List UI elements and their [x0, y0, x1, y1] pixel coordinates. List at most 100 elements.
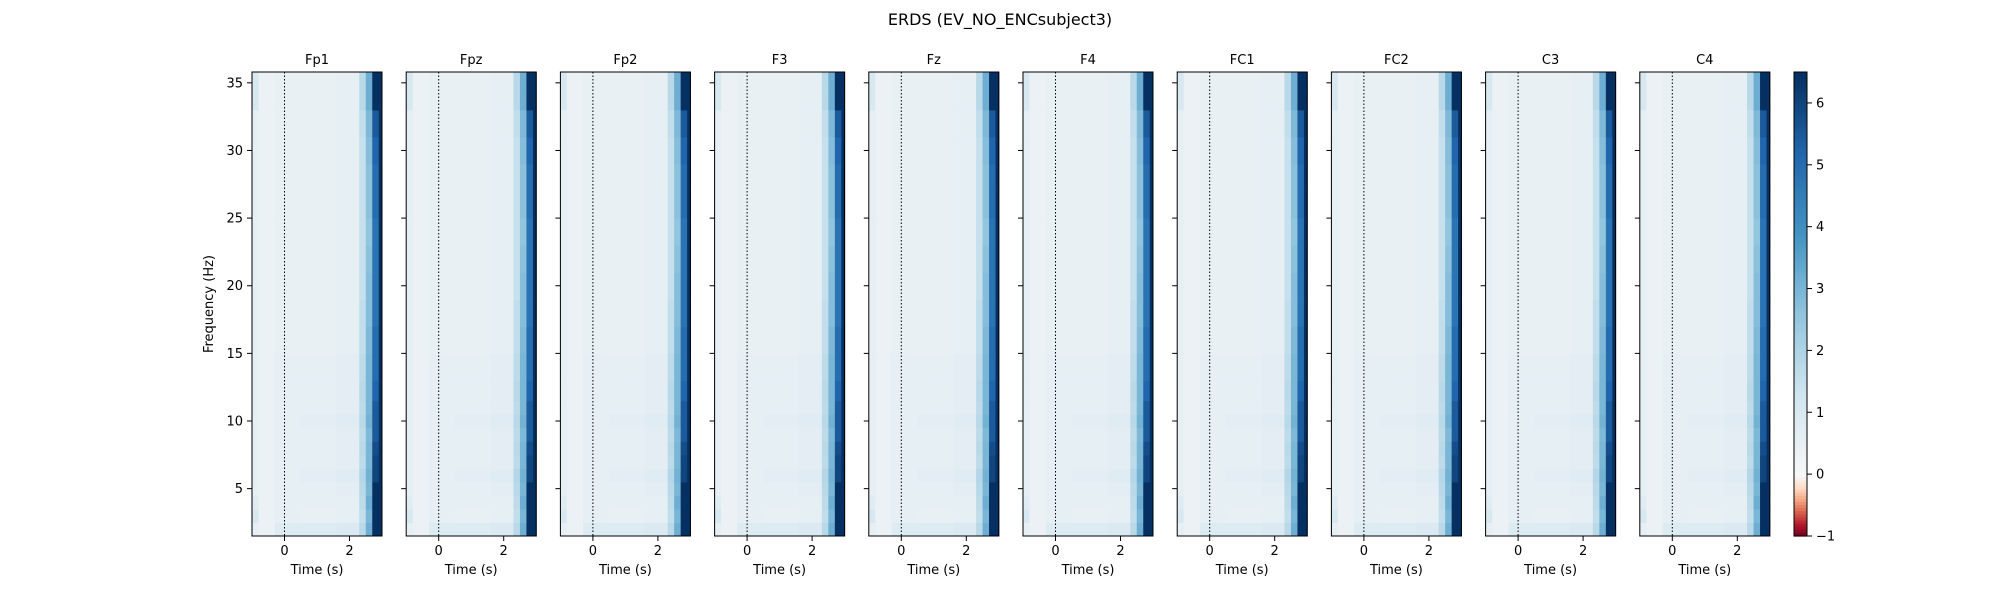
heatmap-cell	[566, 441, 584, 456]
heatmap-cell	[1639, 89, 1647, 111]
heatmap-cell	[1458, 468, 1462, 483]
heatmap-cell	[1646, 380, 1664, 402]
heatmap-cell	[995, 299, 1000, 327]
heatmap-cell	[300, 299, 337, 327]
heatmap-cell	[821, 136, 829, 165]
colorbar-segment	[1794, 164, 1807, 169]
heatmap-cell	[1029, 468, 1047, 483]
heatmap-cell	[532, 163, 537, 192]
heatmap-cell	[1646, 427, 1664, 442]
heatmap-cell	[490, 163, 514, 192]
heatmap-cell	[454, 427, 492, 442]
heatmap-cell	[737, 218, 764, 246]
heatmap-cell	[1107, 427, 1131, 442]
heatmap-cell	[1023, 299, 1030, 327]
colorbar-segment	[1794, 430, 1807, 435]
heatmap-cell	[1534, 414, 1571, 429]
heatmap-cell	[1592, 481, 1600, 496]
heatmap-cell	[372, 495, 380, 510]
heatmap-cell	[1380, 481, 1417, 496]
heatmap-cell	[841, 272, 846, 300]
heatmap-cell	[1570, 191, 1594, 219]
heatmap-cell	[875, 163, 893, 192]
heatmap-cell	[1290, 414, 1298, 429]
heatmap-cell	[917, 414, 954, 429]
heatmap-cell	[721, 441, 738, 456]
heatmap-cell	[1485, 522, 1493, 537]
heatmap-cell	[1747, 109, 1755, 138]
heatmap-cell	[1766, 454, 1771, 469]
heatmap-cell	[917, 136, 954, 165]
heatmap-cell	[687, 495, 691, 510]
heatmap-cell	[1045, 454, 1073, 469]
heatmap-cell	[1143, 109, 1151, 138]
heatmap-cell	[834, 414, 842, 429]
colorbar-segment	[1794, 102, 1807, 107]
heatmap-cell	[1337, 299, 1355, 327]
heatmap-cell	[953, 326, 977, 354]
heatmap-cell	[274, 245, 302, 273]
heatmap-cell	[799, 163, 823, 192]
heatmap-cell	[1438, 454, 1446, 469]
heatmap-cell	[982, 163, 990, 192]
heatmap-cell	[1130, 353, 1138, 381]
heatmap-cell	[875, 508, 893, 523]
heatmap-cell	[560, 400, 568, 415]
heatmap-cell	[372, 89, 380, 111]
heatmap-cell	[644, 522, 669, 537]
heatmap-cell	[799, 454, 823, 469]
colorbar-segment	[1794, 359, 1807, 364]
colorbar-segment	[1794, 520, 1807, 525]
heatmap-cell	[1605, 414, 1613, 429]
x-tick-label: 0	[280, 544, 288, 559]
colorbar-segment	[1794, 245, 1807, 249]
heatmap-cell	[1639, 441, 1647, 456]
heatmap-cell	[1199, 245, 1227, 273]
heatmap-cell	[1570, 508, 1594, 523]
heatmap-cell	[1492, 109, 1509, 138]
heatmap-cell	[1639, 481, 1647, 496]
heatmap-cell	[1605, 326, 1613, 354]
heatmap-cell	[674, 136, 682, 165]
heatmap-cell	[1485, 191, 1493, 219]
heatmap-cell	[513, 89, 521, 111]
heatmap-cell	[1508, 508, 1535, 523]
heatmap-cell	[737, 427, 764, 442]
colorbar-segment	[1794, 356, 1807, 361]
heatmap-cell	[1107, 326, 1131, 354]
heatmap-cell	[1415, 109, 1440, 138]
heatmap-cell	[721, 163, 738, 192]
heatmap-cell	[1605, 89, 1613, 111]
colorbar-segment	[1794, 239, 1807, 243]
heatmap-cell	[1646, 400, 1664, 415]
heatmap-cell	[532, 245, 537, 273]
heatmap-cell	[412, 245, 430, 273]
heatmap-cell	[583, 218, 610, 246]
heatmap-cell	[274, 163, 302, 192]
heatmap-cell	[1458, 109, 1462, 138]
heatmap-cell	[1071, 72, 1108, 91]
heatmap-cell	[989, 272, 997, 300]
heatmap-cell	[821, 414, 829, 429]
heatmap-cell	[667, 400, 675, 415]
heatmap-cell	[953, 163, 977, 192]
heatmap-cell	[1508, 522, 1535, 537]
heatmap-cell	[336, 191, 360, 219]
heatmap-cell	[799, 136, 823, 165]
colorbar-segment	[1794, 167, 1807, 172]
heatmap-cell	[875, 495, 893, 510]
heatmap-cell	[560, 468, 568, 483]
heatmap-cell	[1107, 522, 1131, 537]
heatmap-cell	[412, 89, 430, 111]
heatmap-cell	[1331, 272, 1339, 300]
heatmap-cell	[714, 72, 722, 91]
heatmap-cell	[976, 495, 984, 510]
heatmap-cell	[1303, 380, 1308, 402]
heatmap-cell	[1297, 468, 1305, 483]
heatmap-cell	[1438, 109, 1446, 138]
heatmap-cell	[1199, 441, 1227, 456]
panel-frame	[868, 71, 1000, 537]
heatmap-cell	[714, 245, 722, 273]
